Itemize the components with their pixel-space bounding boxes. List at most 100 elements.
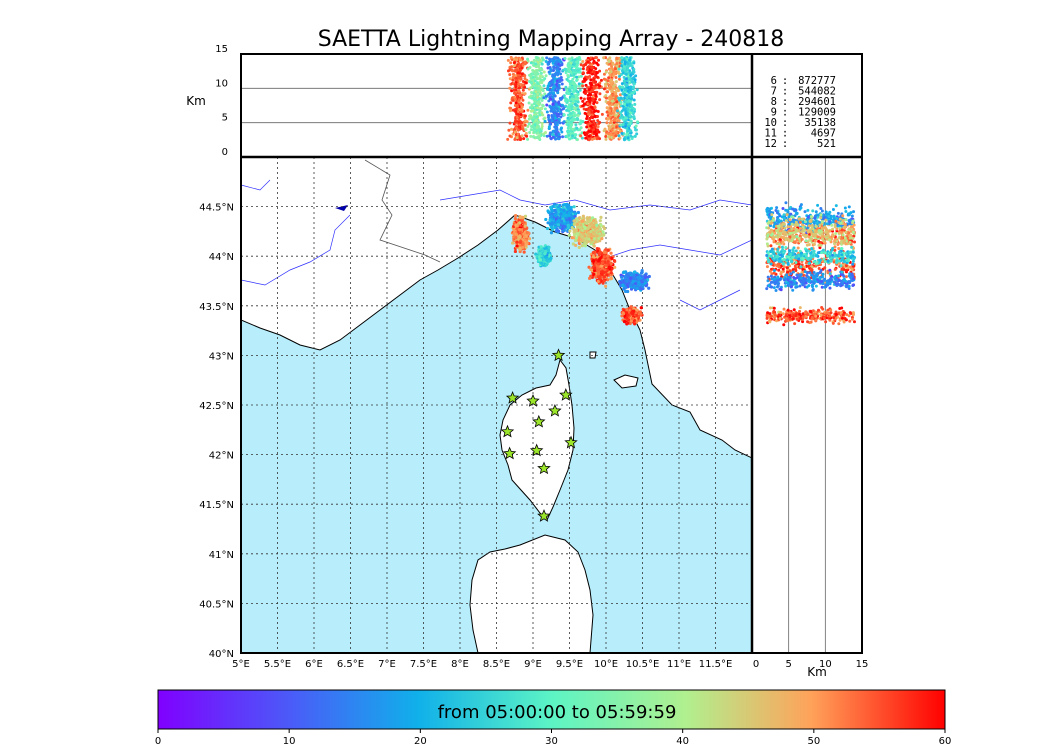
corsica-island xyxy=(499,358,575,521)
legend-colon: : xyxy=(782,128,788,140)
colorbar-tick-label: 60 xyxy=(939,736,952,747)
legend-number: 8 xyxy=(771,96,777,108)
legend-count: 129009 xyxy=(798,107,836,119)
top-y-tick-labels: 0 5 10 15 xyxy=(215,44,228,158)
legend-count: 35138 xyxy=(804,117,836,129)
top-column xyxy=(616,55,640,142)
map-strike-clusters xyxy=(510,202,651,326)
lon-tick-label: 10°E xyxy=(594,659,618,670)
top-column xyxy=(542,56,568,141)
river-4 xyxy=(241,179,271,191)
right-strike-bands xyxy=(765,201,857,327)
lat-tick-label: 44°N xyxy=(209,252,234,263)
map-cluster xyxy=(567,214,607,250)
river-1 xyxy=(241,214,351,286)
colorbar-tick-label: 10 xyxy=(283,736,296,747)
lon-tick-label: 7°E xyxy=(378,659,396,670)
map-panel: 5°E 5.5°E 6°E 6.5°E 7°E 7.5°E 8°E 8.5°E 9°E 9.5°E… xyxy=(199,156,753,670)
station-star xyxy=(502,446,517,460)
top-column xyxy=(524,55,548,142)
legend-colon: : xyxy=(782,117,788,129)
legend-colon: : xyxy=(782,138,788,150)
top-y-tick: 0 xyxy=(222,147,228,158)
legend-number: 10 xyxy=(764,117,777,129)
legend-number: 7 xyxy=(771,86,777,98)
legend-colon: : xyxy=(782,96,788,108)
colorbar-tick-label: 30 xyxy=(545,736,558,747)
legend-count: 872777 xyxy=(798,75,836,87)
lat-tick-label: 40.5°N xyxy=(199,599,234,610)
top-column xyxy=(506,55,531,142)
legend-box: 6:8727777:5440828:2946019:12900910:35138… xyxy=(752,54,862,157)
top-y-tick: 10 xyxy=(215,78,228,89)
chart-title: SAETTA Lightning Mapping Array - 240818 xyxy=(318,27,785,52)
legend-number: 11 xyxy=(764,128,777,140)
map-cluster xyxy=(587,246,617,288)
right-band xyxy=(765,268,856,293)
lat-tick-label: 43°N xyxy=(209,351,234,362)
lon-tick-label: 8.5°E xyxy=(483,659,510,670)
lat-tick-label: 42°N xyxy=(209,451,234,462)
legend-number: 9 xyxy=(771,107,777,119)
colorbar: from 05:00:00 to 05:59:59 0 10 20 30 40 50 60 xyxy=(155,689,952,747)
lon-tick-label: 6°E xyxy=(305,659,323,670)
lon-tick-label: 7.5°E xyxy=(410,659,437,670)
legend-rows: 6:8727777:5440828:2946019:12900910:35138… xyxy=(764,75,836,150)
top-column xyxy=(561,55,586,142)
station-star xyxy=(532,414,546,428)
lat-tick-label: 44.5°N xyxy=(199,203,234,214)
lon-tick-labels: 5°E 5.5°E 6°E 6.5°E 7°E 7.5°E 8°E 8.5°E 9°E 9.5°E… xyxy=(232,659,732,670)
lon-tick-label: 9°E xyxy=(524,659,542,670)
lon-tick-label: 5°E xyxy=(232,659,250,670)
legend-count: 521 xyxy=(817,138,836,150)
legend-number: 6 xyxy=(771,75,777,87)
right-x-tick-labels: 0 5 10 15 xyxy=(753,659,869,670)
right-xlabel: Km xyxy=(807,665,827,679)
legend-colon: : xyxy=(782,75,788,87)
right-band xyxy=(765,245,857,269)
lat-tick-label: 42.5°N xyxy=(199,401,234,412)
legend-count: 4697 xyxy=(811,128,836,140)
station-star xyxy=(559,388,573,401)
station-star xyxy=(551,348,566,362)
colorbar-ticks: 0 10 20 30 40 50 60 xyxy=(155,729,952,747)
legend-colon: : xyxy=(782,86,788,98)
top-column xyxy=(579,56,603,142)
station-star xyxy=(537,509,551,522)
map-gridlines xyxy=(241,157,752,653)
station-star xyxy=(548,403,562,417)
map-cluster xyxy=(534,244,553,268)
colorbar-tick-label: 40 xyxy=(676,736,689,747)
station-star xyxy=(537,461,551,475)
station-star xyxy=(564,435,578,449)
map-cluster xyxy=(618,268,651,294)
legend-count: 294601 xyxy=(798,96,836,108)
border-line xyxy=(364,159,441,263)
station-star xyxy=(505,391,520,404)
elba-island xyxy=(613,374,639,389)
river-5 xyxy=(679,289,741,311)
station-star xyxy=(500,424,515,438)
lake xyxy=(335,205,348,211)
mainland-france-italy xyxy=(241,157,752,459)
top-altitude-panel: 0 5 10 15 Km xyxy=(186,44,752,158)
right-x-tick: 10 xyxy=(819,659,832,670)
right-x-tick: 0 xyxy=(753,659,759,670)
station-star xyxy=(526,393,540,407)
river-3 xyxy=(599,239,752,261)
station-star xyxy=(529,443,544,457)
colorbar-tick-label: 0 xyxy=(155,736,161,747)
sardinia-island xyxy=(469,534,594,653)
right-band xyxy=(765,306,856,327)
right-x-tick: 15 xyxy=(856,659,869,670)
lat-tick-labels: 40°N 40.5°N 41°N 41.5°N 42°N 42.5°N 43°N 43.5°N… xyxy=(199,203,234,660)
right-altitude-panel: 0 5 10 15 Km xyxy=(752,157,868,679)
colorbar-tick-label: 50 xyxy=(807,736,820,747)
lat-tick-label: 41°N xyxy=(209,550,234,561)
top-gridlines xyxy=(241,87,752,124)
lat-tick-label: 40°N xyxy=(209,649,234,660)
station-markers xyxy=(500,348,578,522)
map-cluster xyxy=(620,305,644,326)
lon-tick-label: 5.5°E xyxy=(264,659,291,670)
